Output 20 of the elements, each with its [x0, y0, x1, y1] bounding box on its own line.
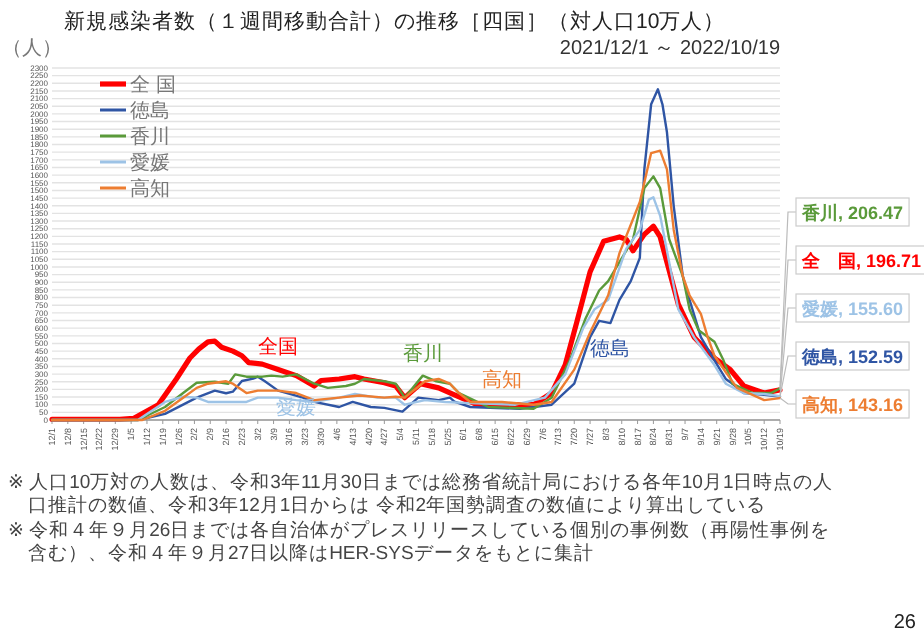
data-label: 徳島, 152.59: [800, 347, 904, 367]
annotation: 徳島: [590, 337, 631, 362]
y-axis-title: （人）: [2, 38, 62, 60]
annotation: 全国: [258, 335, 299, 360]
chart-subtitle: 2021/12/1 ～ 2022/10/19: [559, 38, 781, 60]
legend-label: 香川: [130, 125, 170, 149]
annotation: 香川: [402, 341, 443, 366]
legend-label: 愛媛: [130, 151, 170, 175]
legend-label: 全 国: [130, 73, 176, 97]
chart-title: 新規感染者数（１週間移動合計）の推移［四国］（対人口10万人）: [64, 8, 726, 34]
data-label: 香川, 206.47: [800, 203, 904, 223]
data-label: 愛媛, 155.60: [802, 299, 904, 319]
text: ※ 人口10万対の人数は、令和3年11月30日までは総務省統計局における各年10月1日時点の人口推計の数値、令和3年12月1日からは 令和2年国勢調査の数値により算出している: [8, 470, 834, 517]
legend-label: 徳島: [130, 99, 170, 123]
text: 26: [893, 612, 917, 634]
data-label: 全 国, 196.71: [800, 251, 922, 271]
data-label: 高知, 143.16: [802, 395, 904, 415]
text: ※ 令和４年９月26日までは各自治体がプレスリリースしている個別の事例数（再陽性事例を含む）、令和４年９月27日以降はHER-SYSデータをもとに集計: [8, 518, 831, 565]
legend-label: 高知: [130, 177, 170, 201]
annotation: 高知: [481, 367, 522, 392]
